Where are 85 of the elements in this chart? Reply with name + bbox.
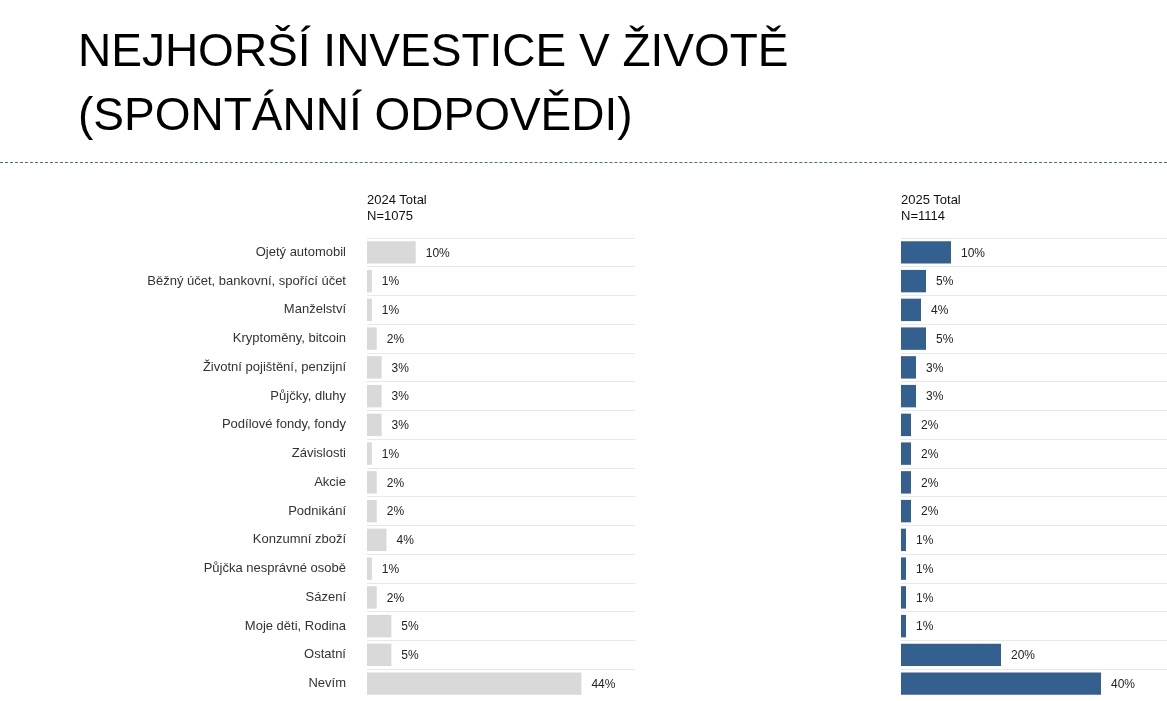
y-tick-label: Nevím — [308, 675, 346, 691]
data-label: 5% — [936, 274, 954, 289]
data-label: 44% — [591, 676, 616, 691]
bar — [901, 499, 911, 523]
bar — [901, 557, 906, 580]
bar — [901, 241, 951, 264]
bar — [901, 413, 911, 437]
bar — [367, 269, 372, 293]
y-tick-label: Podílové fondy, fondy — [221, 416, 347, 432]
y-tick-label: Moje děti, Rodina — [244, 617, 347, 633]
bar — [367, 298, 372, 322]
data-label: 20% — [1011, 648, 1036, 663]
data-label: 40% — [1111, 676, 1136, 691]
y-tick-label: Životní pojištění, penzijní — [202, 358, 347, 374]
data-label: 5% — [401, 619, 420, 634]
data-label: 2% — [386, 475, 405, 490]
data-label: 2% — [921, 418, 939, 433]
data-label: 2% — [921, 475, 939, 490]
bar — [901, 586, 906, 609]
data-label: 1% — [916, 561, 934, 576]
bar — [901, 384, 916, 408]
data-label: 3% — [926, 360, 944, 375]
bar — [901, 442, 911, 465]
bar — [367, 356, 382, 379]
bar — [367, 643, 392, 667]
bar — [367, 413, 382, 437]
data-label: 3% — [391, 418, 410, 433]
data-label: 1% — [916, 533, 934, 548]
data-label: 3% — [926, 389, 944, 404]
data-label: 1% — [916, 590, 934, 605]
y-tick-label: Podnikání — [288, 502, 347, 518]
bar — [901, 528, 906, 552]
text: N=1114 — [901, 208, 946, 224]
text: N=1075 — [367, 208, 414, 224]
bar — [901, 356, 916, 379]
bar — [367, 471, 377, 494]
data-label: 2% — [921, 446, 939, 461]
data-label: 2% — [386, 331, 405, 346]
y-tick-label: Akcie — [314, 473, 346, 489]
data-label: 3% — [391, 389, 410, 404]
data-label: 5% — [401, 648, 420, 663]
data-label: 2% — [386, 590, 405, 605]
bar — [367, 442, 372, 465]
data-label: 1% — [916, 619, 934, 634]
bar — [901, 298, 921, 322]
data-label: 10% — [961, 245, 986, 260]
data-label: 1% — [381, 446, 400, 461]
y-tick-label: Konzumní zboží — [252, 531, 347, 547]
y-tick-label: Půjčka nesprávné osobě — [203, 560, 346, 576]
data-label: 10% — [425, 245, 451, 260]
y-tick-label: Kryptoměny, bitcoin — [232, 330, 346, 346]
data-label: 1% — [381, 303, 400, 318]
bar — [367, 672, 582, 695]
bar — [367, 614, 392, 638]
bar — [901, 269, 926, 293]
y-tick-label: Půjčky, dluhy — [270, 387, 347, 403]
data-label: 3% — [391, 360, 410, 375]
y-tick-label: Manželství — [283, 301, 347, 317]
y-tick-label: Ojetý automobil — [255, 243, 347, 259]
data-label: 4% — [931, 303, 949, 318]
data-label: 4% — [396, 533, 415, 548]
y-tick-label: Běžný účet, bankovní, spořící účet — [147, 272, 347, 288]
bar — [367, 586, 377, 609]
y-tick-label: Sázení — [305, 588, 347, 604]
bar — [367, 499, 377, 523]
y-tick-label: Závislosti — [291, 445, 347, 461]
data-label: 1% — [381, 274, 400, 289]
data-label: 1% — [381, 561, 400, 576]
bar — [901, 471, 911, 494]
bar — [367, 384, 382, 408]
chart-title: NEJHORŠÍ INVESTICE V ŽIVOTĚ (SPONTÁNNÍ ODPOVĚDI) — [78, 23, 790, 142]
bar — [367, 528, 387, 552]
data-label: 2% — [921, 504, 939, 519]
data-label: 2% — [386, 504, 405, 519]
bar — [367, 241, 416, 264]
y-tick-label: Ostatní — [304, 646, 347, 662]
chart-subtitle: 2025 Total — [901, 192, 961, 208]
bar — [901, 327, 926, 350]
bar — [901, 643, 1001, 667]
bar — [901, 672, 1101, 695]
data-label: 5% — [936, 331, 954, 346]
chart-subtitle: 2024 Total — [367, 192, 427, 208]
bar — [367, 557, 372, 580]
bar — [367, 327, 377, 350]
bar — [901, 614, 906, 638]
